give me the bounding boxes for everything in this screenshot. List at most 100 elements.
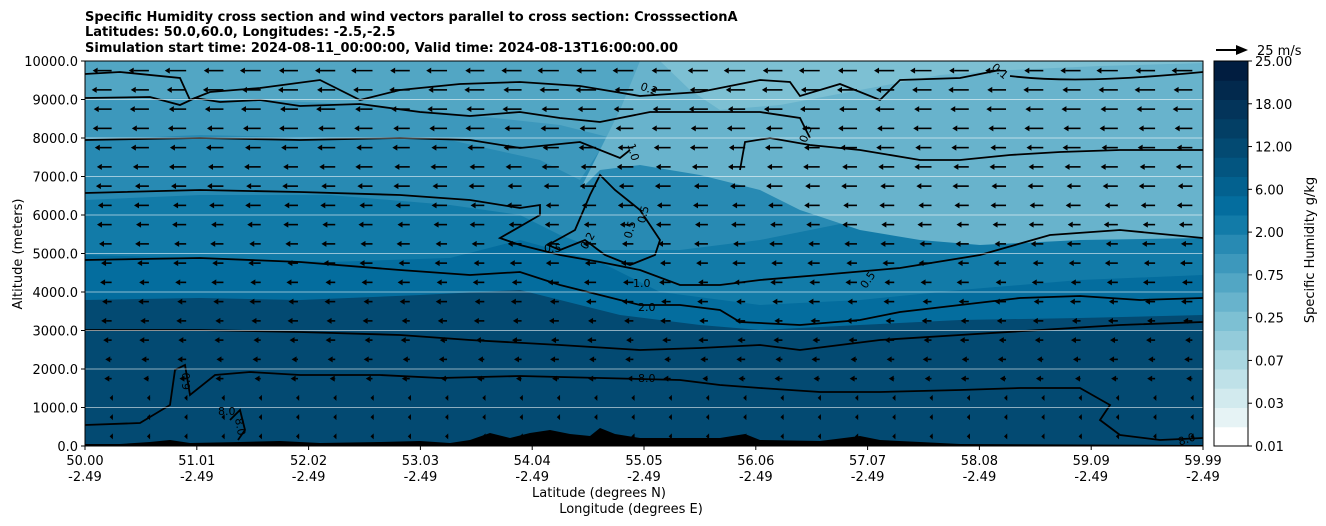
wind-vector-head — [168, 106, 174, 113]
wind-vector-head — [804, 202, 810, 209]
wind-vector-head — [1004, 433, 1008, 440]
wind-vector-head — [291, 356, 297, 363]
wind-vector-head — [768, 202, 774, 209]
wind-vector-head — [333, 394, 337, 401]
wind-vector-head — [1190, 414, 1194, 421]
x-tick-label-lon: -2.49 — [627, 470, 661, 485]
wind-vector-head — [438, 356, 444, 363]
wind-vector-head — [389, 86, 395, 93]
wind-vector-head — [102, 298, 108, 305]
wind-vector-head — [551, 337, 557, 344]
wind-vector-head — [817, 394, 821, 401]
wind-vector-head — [390, 67, 396, 74]
wind-vector-head — [1033, 298, 1039, 305]
wind-vector-head — [477, 356, 483, 363]
wind-vector-head — [1026, 144, 1032, 151]
wind-vector-head — [668, 414, 672, 421]
wind-vector-head — [586, 298, 592, 305]
wind-vector-head — [734, 279, 740, 286]
wind-vector-head — [847, 298, 853, 305]
wind-vector-head — [283, 221, 289, 228]
wind-vector-head — [1101, 144, 1107, 151]
wind-vector-head — [141, 356, 147, 363]
wind-vector-head — [1078, 414, 1082, 421]
wind-vector-head — [594, 433, 598, 440]
wind-vector-head — [1069, 298, 1075, 305]
wind-vector-head — [284, 202, 290, 209]
wind-vector-head — [705, 394, 710, 401]
wind-vector-head — [949, 67, 955, 74]
wind-vector-head — [1029, 202, 1035, 209]
y-tick-label: 7000.0 — [33, 171, 79, 186]
wind-vector-head — [838, 125, 844, 132]
wind-vector-head — [392, 144, 398, 151]
wind-vector-head — [287, 260, 293, 267]
wind-vector-head — [810, 317, 816, 324]
wind-vector-head — [247, 221, 253, 228]
wind-vector-head — [762, 67, 768, 74]
wind-vector-head — [131, 125, 137, 132]
wind-vector-head — [874, 67, 880, 74]
wind-vector-head — [129, 106, 135, 113]
wind-vector-head — [732, 202, 738, 209]
contour-label: 8.0 — [232, 417, 248, 436]
colorbar-segment — [1214, 311, 1248, 331]
wind-vector-head — [287, 317, 293, 324]
wind-vector-head — [765, 144, 771, 151]
x-tick-label-lon: -2.49 — [851, 470, 885, 485]
wind-vector-head — [774, 375, 780, 382]
wind-vector-head — [1065, 202, 1071, 209]
wind-vector-head — [771, 260, 777, 267]
wind-vector-head — [407, 414, 411, 421]
wind-vector-head — [321, 183, 327, 190]
wind-vector-head — [880, 240, 886, 247]
wind-vector-head — [164, 67, 170, 74]
wind-vector-head — [1179, 260, 1185, 267]
wind-vector-head — [290, 375, 296, 382]
wind-vector-head — [882, 260, 888, 267]
wind-vector-head — [1138, 183, 1144, 190]
wind-vector-head — [282, 183, 288, 190]
wind-vector-head — [994, 298, 1000, 305]
wind-vector-head — [993, 260, 999, 267]
wind-vector-head — [541, 106, 547, 113]
wind-vector-head — [93, 106, 99, 113]
wind-vector-head — [128, 67, 134, 74]
colorbar-tick-label: 25.00 — [1255, 55, 1292, 70]
wind-vector-head — [1184, 356, 1190, 363]
wind-vector-head — [278, 86, 284, 93]
wind-vector-head — [407, 394, 411, 401]
wind-vector-head — [879, 202, 885, 209]
wind-vector-head — [1176, 144, 1182, 151]
wind-vector-head — [295, 433, 300, 440]
wind-vector-head — [258, 433, 262, 440]
wind-vector-head — [544, 221, 550, 228]
wind-vector-head — [507, 240, 513, 247]
wind-vector-head — [576, 67, 582, 74]
wind-vector-head — [109, 433, 113, 440]
wind-vector-head — [575, 86, 581, 93]
wind-vector-head — [96, 221, 102, 228]
wind-vector-head — [1173, 86, 1179, 93]
wind-vector-head — [251, 317, 257, 324]
wind-vector-head — [177, 356, 183, 363]
wind-vector-head — [92, 125, 98, 132]
wind-vector-head — [817, 414, 821, 421]
wind-vector-head — [326, 317, 332, 324]
contour-line-2.0-lower — [85, 321, 1203, 351]
wind-vector-head — [322, 221, 328, 228]
wind-vector-head — [468, 183, 474, 190]
wind-vector-head — [549, 298, 555, 305]
contour-label: 2.0 — [638, 301, 656, 314]
wind-vector-head — [552, 375, 558, 382]
wind-vector-head — [923, 337, 929, 344]
wind-vector-head — [655, 221, 661, 228]
wind-vector-head — [687, 67, 693, 74]
wind-vector-head — [177, 298, 183, 305]
terrain — [85, 428, 1203, 446]
wind-vector-head — [1137, 144, 1143, 151]
wind-vector-head — [355, 106, 361, 113]
wind-vector-head — [393, 125, 399, 132]
wind-vector-head — [100, 279, 106, 286]
wind-vector-head — [167, 125, 173, 132]
